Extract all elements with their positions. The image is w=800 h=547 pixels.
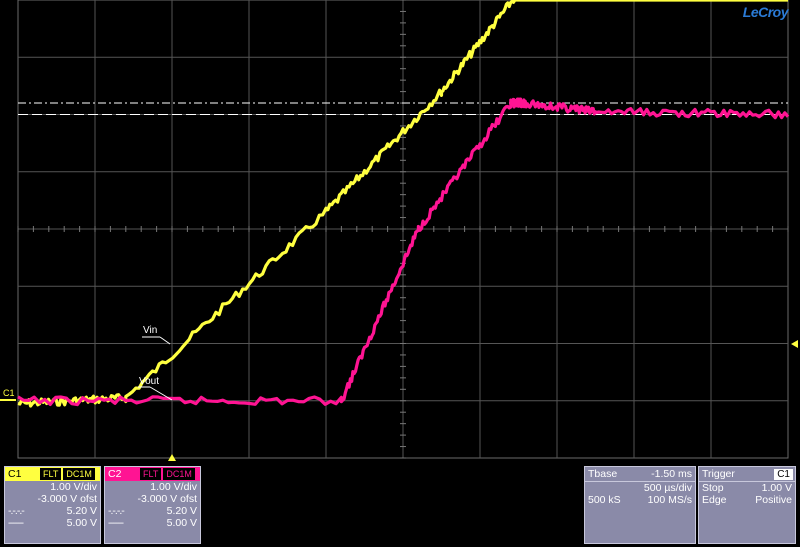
channel-2-name: C2 — [108, 468, 122, 480]
vout-label: Vout — [139, 376, 160, 387]
vout-leader — [149, 386, 173, 401]
vout-trace — [17, 97, 790, 407]
trigger-slope: Positive — [755, 494, 792, 506]
channel-1-cursor-1-value: 5.20 V — [66, 505, 97, 517]
timebase-rate: 100 MS/s — [647, 494, 692, 506]
cursor-2-symbol: ------ — [8, 517, 24, 529]
channel-1-header: C1 FLT DC1M — [5, 467, 100, 481]
cursor-1-symbol: -.-.-.- — [108, 505, 125, 517]
channel-ground-marker: C1 — [3, 388, 15, 398]
brand-logo: LeCroy — [742, 4, 789, 20]
trigger-header: Trigger C1 — [699, 467, 795, 482]
channel-1-cursor-2-value: 5.00 V — [66, 517, 97, 529]
channel-1-filter-tag: FLT — [40, 468, 62, 480]
channel-2-offset: -3.000 V ofst — [137, 493, 197, 505]
channel-1-descriptor[interactable]: C1 FLT DC1M 1.00 V/div -3.000 V ofst -.-… — [4, 466, 101, 544]
channel-2-cursor-2-value: 5.00 V — [166, 517, 197, 529]
horizontal-cursors — [18, 102, 788, 115]
waveform-display — [0, 0, 790, 459]
channel-2-filter-tag: FLT — [140, 468, 162, 480]
timebase-scale: 500 µs/div — [643, 482, 692, 494]
timebase-samples: 500 kS — [588, 494, 621, 506]
trigger-label: Trigger — [702, 468, 735, 480]
trigger-type: Edge — [702, 494, 727, 506]
timebase-descriptor[interactable]: Tbase -1.50 ms 500 µs/div 500 kS 100 MS/s — [584, 466, 696, 544]
cursor-1-symbol: -.-.-.- — [8, 505, 25, 517]
channel-1-coupling-tag: DC1M — [63, 468, 95, 480]
trigger-level-marker-icon[interactable] — [791, 340, 798, 348]
cursor-2-symbol: ------ — [108, 517, 124, 529]
trigger-level: 1.00 V — [761, 482, 792, 494]
channel-1-scale: 1.00 V/div — [50, 481, 97, 493]
channel-2-cursor-1-value: 5.20 V — [166, 505, 197, 517]
timebase-header: Tbase -1.50 ms — [585, 467, 695, 482]
channel-2-scale: 1.00 V/div — [150, 481, 197, 493]
traces — [0, 0, 790, 408]
vin-leader — [159, 336, 171, 345]
channel-2-descriptor[interactable]: C2 FLT DC1M 1.00 V/div -3.000 V ofst -.-… — [104, 466, 201, 544]
channel-1-name: C1 — [8, 468, 22, 480]
channel-2-coupling-tag: DC1M — [163, 468, 195, 480]
channel-1-offset: -3.000 V ofst — [37, 493, 97, 505]
timebase-label: Tbase — [588, 468, 618, 480]
channel-2-header: C2 FLT DC1M — [105, 467, 200, 481]
trigger-channel: C1 — [774, 468, 793, 480]
trigger-descriptor[interactable]: Trigger C1 Stop 1.00 V Edge Positive — [698, 466, 796, 544]
timebase-delay: -1.50 ms — [651, 468, 692, 480]
vin-label: Vin — [143, 325, 158, 336]
trigger-time-marker-icon[interactable] — [168, 454, 176, 461]
trigger-mode: Stop — [702, 482, 724, 494]
